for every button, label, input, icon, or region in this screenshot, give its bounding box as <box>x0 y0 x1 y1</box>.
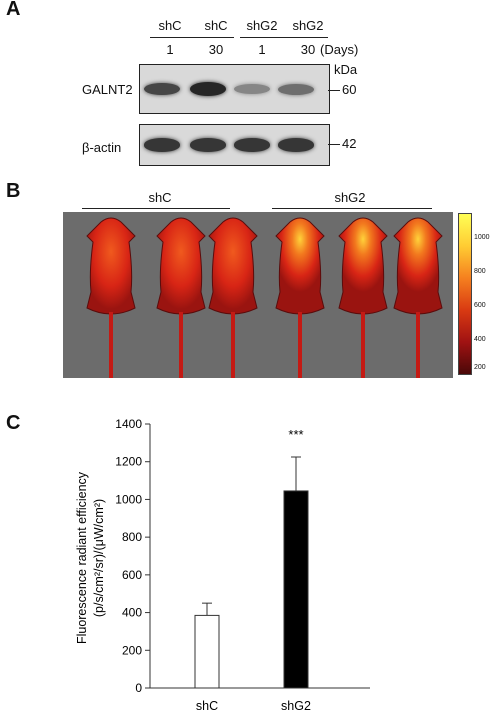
blot-band <box>278 83 314 95</box>
panel-a-letter: A <box>6 0 21 20</box>
y-tick-label: 1400 <box>115 417 142 431</box>
mouse-image <box>208 217 258 378</box>
bar <box>194 614 220 689</box>
mouse-image <box>156 217 206 378</box>
lane-group-label: shG2 <box>292 18 324 33</box>
y-tick-label: 1200 <box>115 455 142 469</box>
lane-day-label: 30 <box>208 42 224 57</box>
colorbar-tick: 400 <box>474 336 486 343</box>
days-unit-label: (Days) <box>320 42 359 57</box>
y-tick-label: 800 <box>122 530 142 544</box>
lane-group-underline <box>240 37 328 38</box>
significance-marker: *** <box>288 427 303 442</box>
y-tick-label: 200 <box>122 643 142 657</box>
x-tick-label: shC <box>196 699 218 713</box>
lane-day-label: 1 <box>258 42 266 57</box>
blot-protein-label: β-actin <box>82 140 122 155</box>
blot-band <box>190 138 226 152</box>
y-tick-label: 0 <box>135 681 142 695</box>
mw-marker-label: 60 <box>342 82 357 97</box>
lane-group-label: shC <box>158 18 182 33</box>
blot-protein-label: GALNT2 <box>82 82 133 97</box>
group-label-shc: shC <box>148 190 172 205</box>
colorbar-tick: 1000 <box>474 234 490 241</box>
lane-group-label: shG2 <box>246 18 278 33</box>
colorbar-tick: 600 <box>474 302 486 309</box>
blot-band <box>144 82 180 96</box>
colorbar-tick: 800 <box>474 268 486 275</box>
y-axis-unit-label: (p/s/cm²/sr)/(μW/cm²) <box>92 499 106 617</box>
mouse-image <box>275 217 325 378</box>
kda-unit-label: kDa <box>334 62 358 77</box>
beta-actin-blot <box>139 124 330 166</box>
group-label-shg2: shG2 <box>334 190 366 205</box>
lane-day-label: 30 <box>300 42 316 57</box>
y-axis-label: Fluorescence radiant efficiency <box>75 471 89 644</box>
blot-band <box>278 138 314 152</box>
y-tick-label: 600 <box>122 568 142 582</box>
mw-marker-line <box>328 144 340 145</box>
lane-day-label: 1 <box>166 42 174 57</box>
mouse-image <box>393 217 443 378</box>
blot-band <box>234 83 270 95</box>
y-tick-label: 1000 <box>115 492 142 506</box>
mw-marker-label: 42 <box>342 136 357 151</box>
bar-chart: Fluorescence radiant efficiency (p/s/cm²… <box>75 417 370 713</box>
group-underline-shc <box>82 208 230 209</box>
bar <box>283 490 309 689</box>
x-tick-label: shG2 <box>281 699 311 713</box>
blot-band <box>234 138 270 152</box>
lane-group-label: shC <box>204 18 228 33</box>
mw-marker-line <box>328 90 340 91</box>
in-vivo-imaging-panel <box>63 212 453 378</box>
galnt2-blot <box>139 64 330 114</box>
mouse-image <box>338 217 388 378</box>
panel-c-letter: C <box>6 412 21 434</box>
colorbar <box>458 213 472 375</box>
mouse-image <box>86 217 136 378</box>
group-underline-shg2 <box>272 208 432 209</box>
blot-band <box>144 138 180 152</box>
colorbar-tick: 200 <box>474 364 486 371</box>
panel-b-letter: B <box>6 180 21 202</box>
blot-band <box>190 82 226 96</box>
y-tick-label: 400 <box>122 606 142 620</box>
lane-group-underline <box>150 37 234 38</box>
